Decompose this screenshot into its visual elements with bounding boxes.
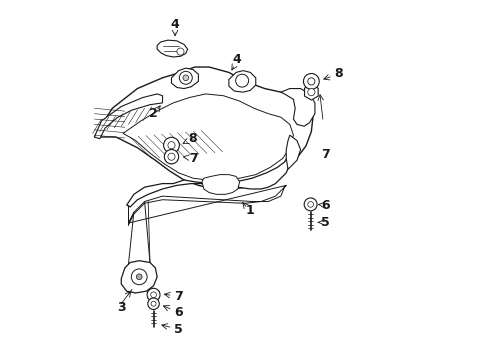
Circle shape: [177, 48, 184, 55]
Circle shape: [308, 202, 314, 207]
Text: 8: 8: [189, 132, 197, 145]
Polygon shape: [148, 288, 159, 301]
Circle shape: [151, 301, 156, 306]
Polygon shape: [286, 135, 300, 169]
Polygon shape: [172, 68, 198, 89]
Polygon shape: [95, 94, 163, 139]
Circle shape: [236, 74, 248, 87]
Polygon shape: [229, 71, 256, 92]
Text: 4: 4: [171, 18, 179, 31]
Circle shape: [164, 137, 179, 153]
Text: 4: 4: [233, 53, 242, 66]
Circle shape: [168, 141, 175, 149]
Text: 7: 7: [321, 148, 330, 161]
Circle shape: [131, 269, 147, 285]
Polygon shape: [126, 153, 290, 207]
Circle shape: [136, 274, 142, 280]
Text: 2: 2: [149, 107, 158, 120]
Polygon shape: [122, 261, 157, 293]
Polygon shape: [202, 175, 240, 194]
Text: 7: 7: [174, 290, 183, 303]
Polygon shape: [304, 84, 318, 100]
Circle shape: [308, 78, 315, 85]
Polygon shape: [128, 185, 286, 225]
Text: 8: 8: [335, 67, 343, 80]
Circle shape: [304, 198, 317, 211]
Text: 3: 3: [117, 301, 125, 314]
Circle shape: [147, 288, 160, 301]
Text: 5: 5: [174, 323, 183, 336]
Polygon shape: [157, 40, 188, 57]
Text: 5: 5: [321, 216, 330, 229]
Polygon shape: [281, 89, 315, 126]
Text: 6: 6: [174, 306, 183, 319]
Text: 7: 7: [189, 152, 197, 165]
Text: 1: 1: [246, 204, 255, 217]
Circle shape: [303, 73, 319, 89]
Polygon shape: [123, 94, 294, 180]
Circle shape: [179, 71, 192, 84]
Text: 6: 6: [321, 199, 330, 212]
Circle shape: [148, 298, 159, 310]
Polygon shape: [165, 149, 178, 164]
Circle shape: [164, 149, 179, 164]
Polygon shape: [95, 67, 313, 189]
Circle shape: [308, 89, 315, 96]
Circle shape: [168, 153, 175, 160]
Circle shape: [151, 292, 156, 298]
Circle shape: [183, 75, 189, 81]
